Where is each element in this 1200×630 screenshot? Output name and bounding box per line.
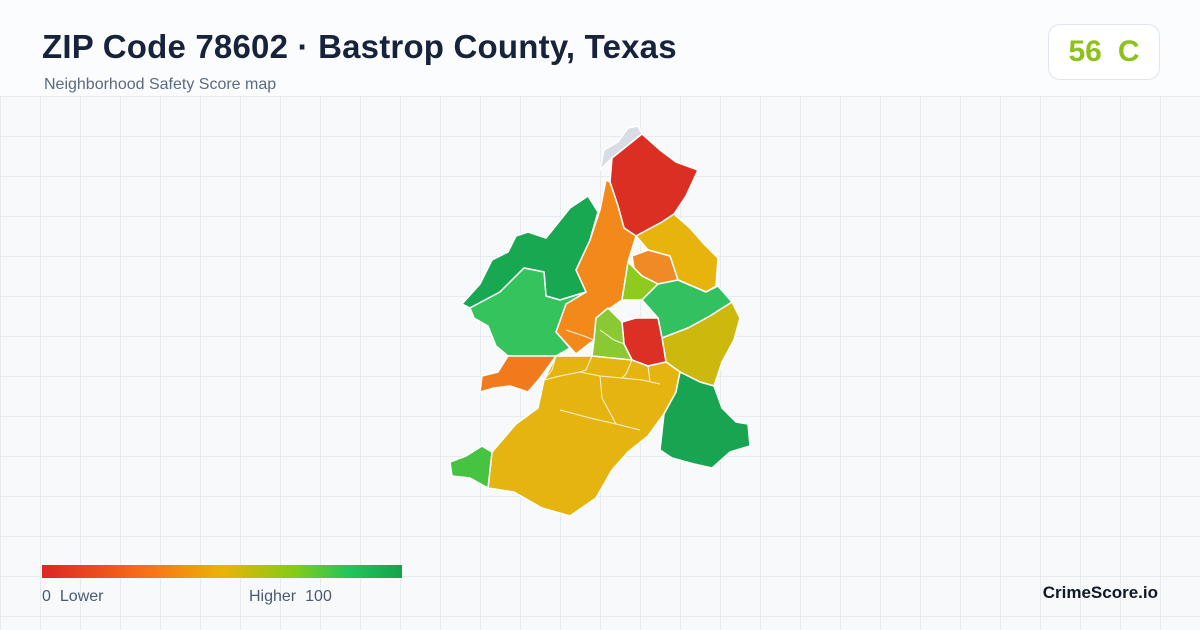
brand-logo-text[interactable]: CrimeScore.io bbox=[1042, 583, 1158, 602]
legend-low-value: 0 bbox=[42, 588, 51, 605]
page-title: ZIP Code 78602 · Bastrop County, Texas bbox=[42, 28, 677, 65]
legend-gradient-bar bbox=[42, 565, 402, 578]
map-region-west-orange[interactable] bbox=[479, 355, 557, 393]
map-region-southeast[interactable] bbox=[659, 371, 751, 469]
header-band bbox=[0, 0, 1200, 96]
legend-high-value: 100 bbox=[305, 588, 332, 605]
map-region-southwest-tip[interactable] bbox=[449, 445, 493, 489]
score-value: 56 bbox=[1068, 35, 1102, 68]
map-region-north-excluded[interactable] bbox=[599, 125, 643, 171]
score-grade: C bbox=[1117, 35, 1140, 68]
map-region-north-tip[interactable] bbox=[609, 133, 699, 237]
legend-high: Higher 100 bbox=[249, 588, 332, 606]
legend-low: 0 Lower bbox=[42, 588, 103, 606]
legend-low-label: Lower bbox=[59, 588, 104, 605]
page-subtitle: Neighborhood Safety Score map bbox=[44, 76, 277, 93]
map-region-south[interactable] bbox=[487, 355, 681, 517]
safety-score-badge: 56 C bbox=[1048, 24, 1160, 80]
legend-high-label: Higher bbox=[249, 588, 297, 605]
map-region-west[interactable] bbox=[469, 267, 587, 357]
